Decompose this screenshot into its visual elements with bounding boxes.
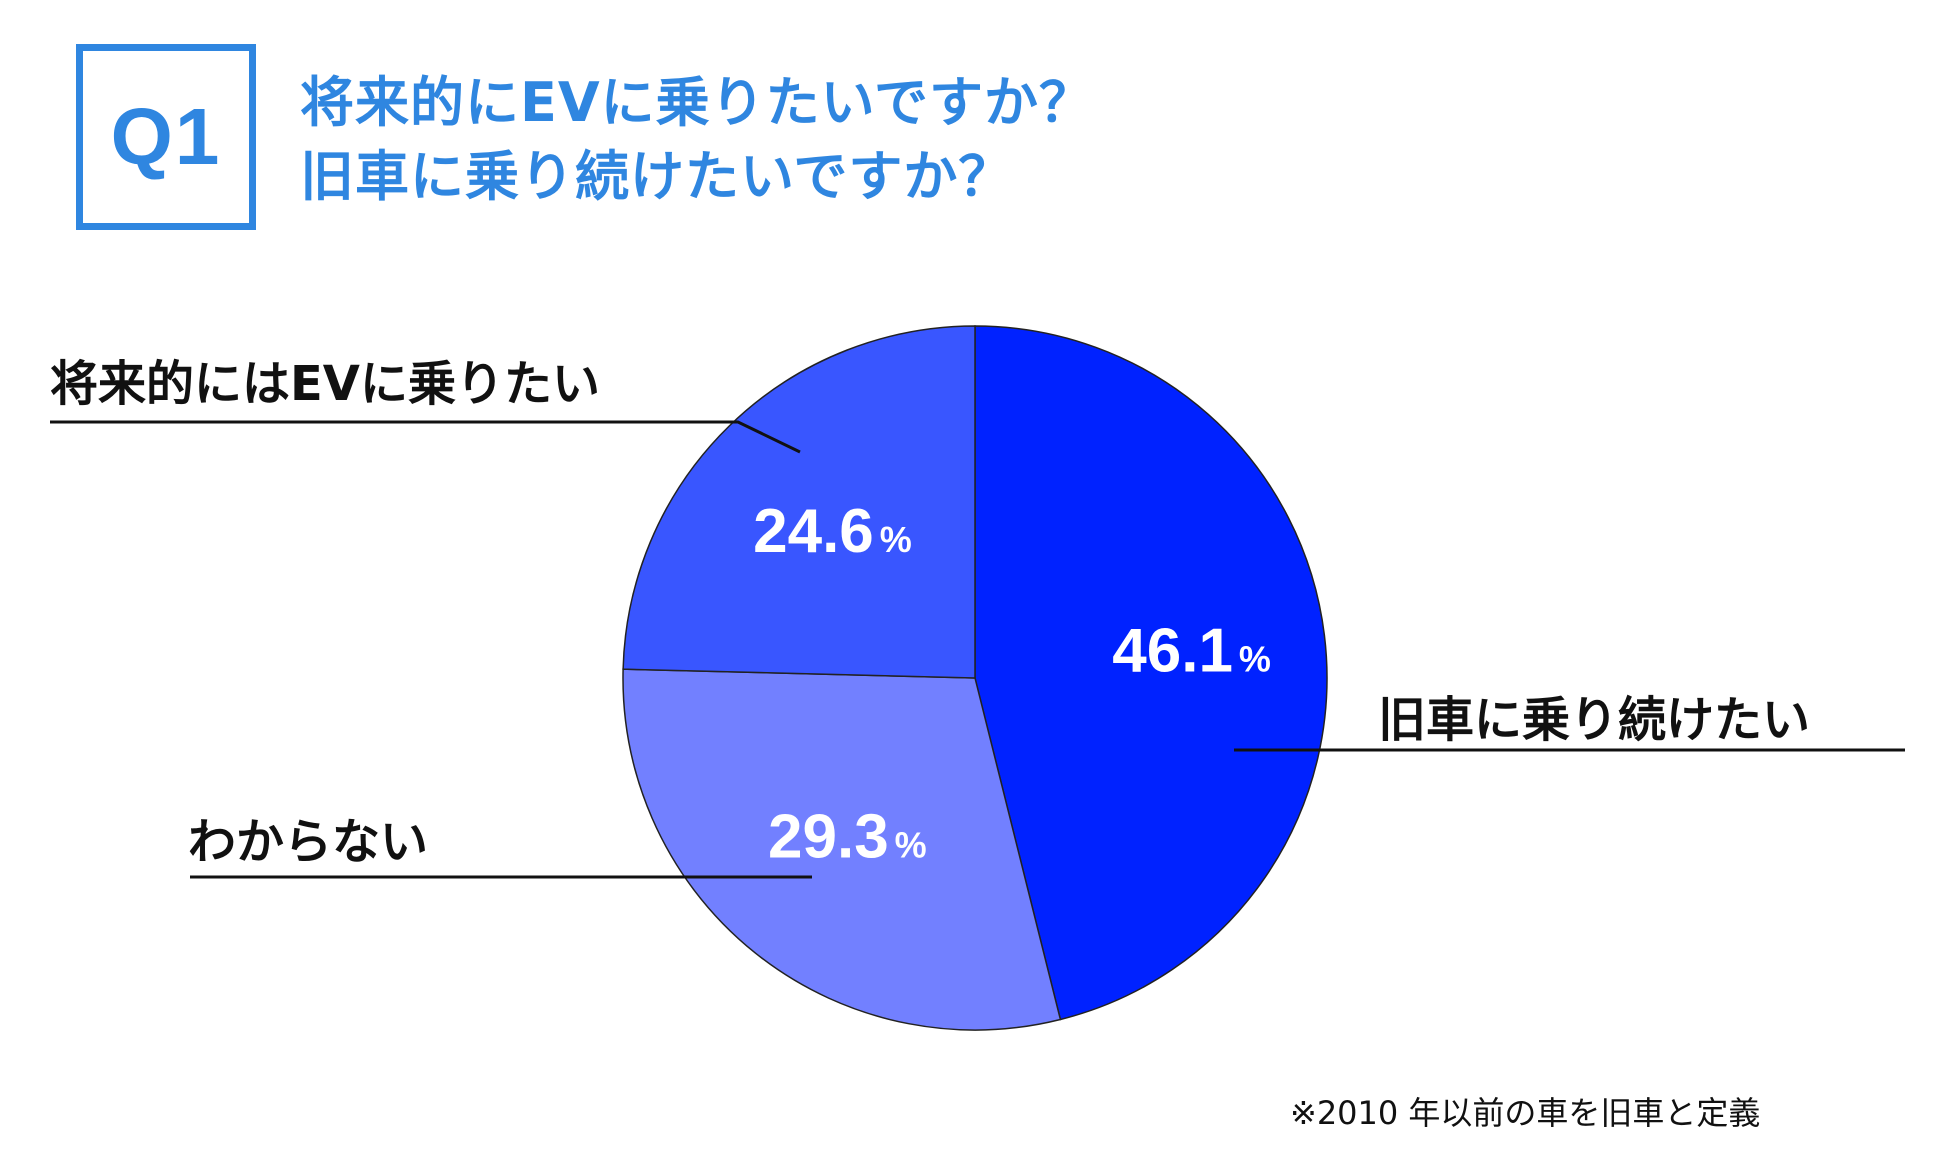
slice-percent-label: 29.3%: [768, 802, 927, 871]
question-title-line-2: 旧車に乗り続けたいですか？: [300, 145, 1014, 208]
slice-labels: 46.1 % 旧車に乗り続けたい 29.3 % わからない 24.6 % 将来的にはEVに乗りた…: [50, 356, 1810, 871]
pie-slices: [622, 325, 1328, 1031]
leader-line: [50, 420, 801, 454]
leader-lines: [50, 420, 1905, 879]
question-badge: Q1: [76, 44, 256, 230]
footnote: ※2010 年以前の車を旧車と定義: [1290, 1094, 1761, 1132]
slice-percent-label: 46.1%: [1112, 616, 1271, 685]
slice-percent-value: 29.3: [768, 802, 889, 871]
pie-slice-1: [974, 325, 1328, 1021]
slice-percent-value: 46.1: [1112, 616, 1233, 685]
slice-percent-value: 24.6: [753, 497, 874, 566]
slice-category-label: わからない: [188, 814, 428, 870]
slice-percent-label: 24.6%: [753, 497, 912, 566]
slice-percent-unit: %: [1239, 638, 1271, 679]
slice-category-label: 将来的にはEVに乗りたい: [50, 356, 600, 412]
slice-percent-unit: %: [880, 519, 912, 560]
slice-percent-unit: %: [895, 824, 927, 865]
pie-slice-3: [622, 325, 976, 679]
pie-slice-2: [622, 668, 1062, 1031]
question-title: 将来的にEVに乗りたいですか？ 旧車に乗り続けたいですか？: [300, 66, 1094, 214]
slice-category-label: 旧車に乗り続けたい: [1378, 692, 1810, 748]
question-title-line-1: 将来的にEVに乗りたいですか？: [300, 71, 1095, 134]
question-number: Q1: [110, 92, 222, 181]
